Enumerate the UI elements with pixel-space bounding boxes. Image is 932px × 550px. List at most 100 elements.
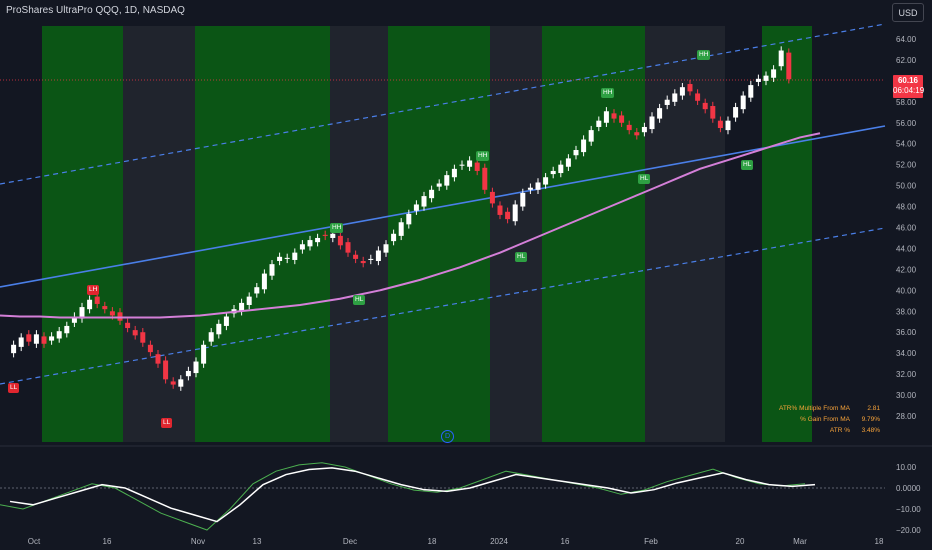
stats-row: ATR % 3.48% (829, 427, 880, 434)
price-axis-label: 52.00 (896, 161, 917, 170)
signal-label: HH (697, 50, 711, 60)
candle-body (307, 240, 313, 247)
last-price-value: 60.16 (897, 76, 919, 85)
candle-body (748, 85, 754, 98)
time-axis-label: Nov (191, 537, 205, 546)
price-axis-label: 42.00 (896, 265, 917, 274)
candle-body (558, 164, 564, 174)
stats-table: ATR% Multiple From MA 2.81 % Gain From MA… (720, 403, 880, 436)
candle-body (459, 164, 465, 166)
last-price-tag: 60.16 06:04:19 (893, 75, 925, 98)
currency-button[interactable]: USD (892, 3, 924, 22)
lower-channel-line (0, 227, 886, 385)
candle-body (18, 337, 24, 347)
candle-body (223, 316, 229, 326)
time-axis-label: Oct (28, 537, 41, 546)
signal-label: HH (601, 88, 615, 98)
signal-label: HH (330, 223, 344, 233)
candle-body (261, 273, 267, 290)
time-axis-label: 16 (103, 537, 112, 546)
candle-body (383, 244, 389, 253)
candle-body (679, 87, 685, 96)
candle-body (337, 235, 343, 246)
candle-body (330, 233, 336, 238)
candle-body (702, 102, 708, 110)
candle-body (292, 252, 298, 260)
candle-body (102, 306, 108, 310)
candle-body (634, 132, 640, 136)
oscillator-axis-label: 0.0000 (896, 484, 921, 493)
candle-body (444, 175, 450, 186)
price-axis-label: 34.00 (896, 349, 917, 358)
candle-body (170, 381, 176, 385)
candle-body (94, 296, 100, 304)
candle-body (603, 111, 609, 123)
candle-body (353, 254, 359, 259)
trend-band (762, 26, 812, 442)
candle-body (109, 311, 115, 316)
price-axis-label: 46.00 (896, 224, 917, 233)
candle-body (611, 113, 617, 119)
candle-body (725, 120, 731, 131)
trend-band (388, 26, 490, 442)
candle-body (71, 316, 77, 323)
middle-trend-line (0, 125, 886, 288)
candle-body (505, 211, 511, 220)
candle-body (778, 50, 784, 67)
trend-band (195, 26, 330, 442)
trend-band (42, 26, 123, 442)
price-axis-label: 44.00 (896, 244, 917, 253)
candle-body (695, 93, 701, 101)
candle-body (436, 183, 442, 187)
candle-body (284, 257, 290, 259)
candle-body (535, 182, 541, 190)
signal-label: LH (87, 285, 100, 295)
candle-body (117, 312, 123, 321)
candle-body (421, 196, 427, 207)
candle-body (497, 205, 503, 215)
price-axis-label: 38.00 (896, 307, 917, 316)
bar-countdown: 06:04:19 (893, 86, 925, 95)
candle-body (543, 177, 549, 185)
candle-body (208, 332, 214, 342)
candle-body (717, 120, 723, 129)
candle-body (588, 130, 594, 142)
time-axis-label: 20 (736, 537, 745, 546)
price-axis-label: 50.00 (896, 182, 917, 191)
price-axis-label: 40.00 (896, 286, 917, 295)
candle-body (512, 204, 518, 222)
signal-label: HL (515, 252, 528, 262)
signal-label: HL (638, 174, 651, 184)
candle-body (147, 344, 153, 353)
candle-body (269, 264, 275, 276)
candle-body (360, 261, 366, 264)
candle-body (763, 75, 769, 81)
candle-body (64, 325, 70, 334)
dividend-marker-icon[interactable]: D (441, 430, 454, 443)
candle-body (299, 244, 305, 250)
candle-body (26, 334, 32, 342)
price-axis-label: 64.00 (896, 35, 917, 44)
time-axis-label: Dec (343, 537, 357, 546)
candle-body (771, 69, 777, 78)
time-axis-label: 16 (561, 537, 570, 546)
candle-body (474, 162, 480, 171)
candle-body (345, 242, 351, 253)
candle-body (246, 296, 252, 305)
oscillator-axis-label: 10.00 (896, 463, 917, 472)
candle-body (733, 107, 739, 118)
candle-body (132, 330, 138, 336)
candle-body (406, 213, 412, 225)
signal-label: LL (8, 383, 20, 393)
candle-body (565, 158, 571, 167)
candle-body (33, 334, 39, 344)
candle-body (467, 160, 473, 167)
stats-row: ATR% Multiple From MA 2.81 (778, 405, 880, 412)
candle-body (216, 323, 222, 335)
candle-body (375, 250, 381, 262)
time-axis-label: 18 (875, 537, 884, 546)
candle-body (626, 124, 632, 131)
candle-body (254, 287, 260, 294)
candle-body (125, 322, 131, 329)
